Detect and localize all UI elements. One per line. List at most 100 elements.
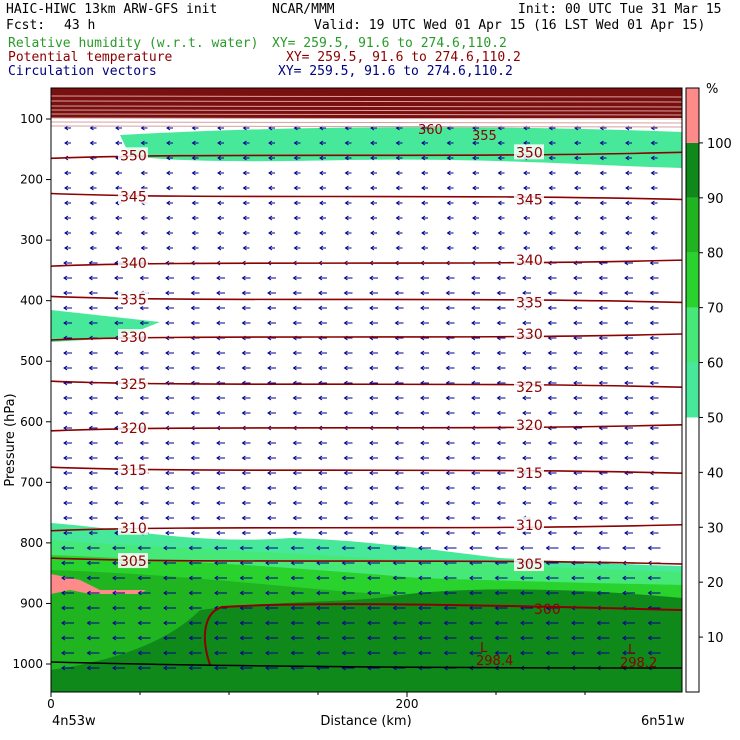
- vector-arrow: [165, 350, 174, 356]
- vector-arrow: [61, 620, 74, 626]
- vector-arrow: [343, 365, 353, 371]
- vector-arrow: [622, 650, 635, 656]
- vector-arrow: [137, 545, 151, 551]
- colorbar-swatch-60: [686, 307, 699, 363]
- vector-arrow: [574, 230, 581, 236]
- vector-arrow: [598, 500, 608, 506]
- vector-arrow: [421, 140, 428, 146]
- vector-arrow: [344, 245, 352, 251]
- vector-arrow: [89, 140, 97, 146]
- y-tick-label-700: 700: [20, 475, 43, 489]
- vector-arrow: [394, 500, 404, 506]
- vector-arrow: [418, 650, 431, 656]
- vector-arrow: [319, 140, 326, 146]
- vector-arrow: [420, 530, 429, 536]
- vector-arrow: [343, 500, 353, 506]
- vector-arrow: [520, 545, 533, 551]
- vector-arrow: [239, 665, 253, 671]
- vector-arrow: [265, 545, 278, 551]
- colorbar-label-90: 90: [707, 192, 724, 207]
- vector-arrow: [446, 215, 454, 221]
- vector-arrow: [573, 530, 582, 536]
- vector-arrow: [216, 365, 225, 371]
- vector-arrow: [188, 650, 202, 656]
- vector-arrow: [599, 140, 607, 146]
- vector-arrow: [367, 605, 380, 611]
- vector-arrow: [574, 200, 581, 206]
- vector-arrow: [112, 665, 125, 671]
- vector-arrow: [496, 410, 506, 416]
- contour-label-bg: [514, 556, 544, 572]
- vector-arrow: [369, 500, 378, 506]
- vector-arrow: [418, 635, 431, 641]
- vector-arrow: [318, 500, 327, 506]
- vector-arrow: [89, 170, 97, 176]
- vector-arrow: [165, 515, 174, 521]
- vector-arrow: [115, 170, 122, 176]
- vector-arrow: [624, 410, 633, 416]
- vector-arrow: [443, 620, 457, 626]
- vector-arrow: [598, 350, 608, 356]
- vector-arrow: [241, 320, 251, 326]
- vector-arrow: [418, 575, 431, 581]
- vector-arrow: [139, 455, 149, 461]
- vector-arrow: [545, 650, 559, 656]
- vector-arrow: [392, 605, 406, 611]
- vector-arrow: [241, 440, 251, 446]
- vector-arrow: [445, 470, 455, 476]
- vector-arrow: [63, 320, 72, 326]
- vector-arrow: [370, 185, 377, 191]
- vector-arrow: [163, 575, 176, 581]
- vector-arrow: [392, 590, 406, 596]
- vector-arrow: [650, 155, 658, 161]
- vector-arrow: [341, 650, 355, 656]
- vector-arrow: [188, 635, 202, 641]
- vector-arrow: [188, 620, 202, 626]
- vector-arrow: [472, 200, 479, 206]
- vector-arrow: [421, 170, 428, 176]
- vector-arrow: [599, 155, 607, 161]
- vector-arrow: [190, 320, 200, 326]
- vector-arrow: [63, 290, 72, 296]
- vector-arrow: [239, 620, 253, 626]
- contour-label-bg: [514, 294, 544, 310]
- vector-arrow: [395, 245, 403, 251]
- vector-arrow: [88, 500, 98, 506]
- vector-arrow: [267, 470, 276, 476]
- vector-arrow: [64, 185, 71, 191]
- contour-label-bg: [118, 329, 148, 344]
- vector-arrow: [369, 275, 378, 281]
- vector-arrow: [547, 410, 557, 416]
- vector-arrow: [522, 500, 531, 506]
- vector-arrow: [647, 620, 661, 626]
- vector-arrow: [112, 605, 125, 611]
- vector-arrow: [494, 650, 508, 656]
- vector-arrow: [471, 515, 480, 521]
- vector-arrow: [319, 245, 326, 251]
- vector-arrow: [494, 545, 508, 551]
- y-tick-label-300: 300: [20, 233, 43, 247]
- vector-arrow: [217, 155, 224, 161]
- vector-arrow: [395, 140, 403, 146]
- vector-arrow: [268, 155, 275, 161]
- vector-arrow: [496, 440, 506, 446]
- vector-arrow: [239, 650, 253, 656]
- vector-arrow: [268, 140, 275, 146]
- vector-arrow: [86, 575, 100, 581]
- vector-arrow: [496, 290, 506, 296]
- vector-arrow: [139, 410, 149, 416]
- vector-arrow: [64, 170, 71, 176]
- vector-arrow: [472, 215, 479, 221]
- vector-arrow: [599, 230, 607, 236]
- vector-arrow: [599, 245, 607, 251]
- vector-arrow: [496, 530, 506, 536]
- vector-arrow: [216, 485, 225, 491]
- vector-arrow: [392, 635, 406, 641]
- vector-arrow: [343, 455, 353, 461]
- vector-arrow: [421, 215, 428, 221]
- vector-arrow: [89, 125, 97, 131]
- vector-arrow: [267, 365, 276, 371]
- vector-arrow: [394, 410, 404, 416]
- vector-arrow: [114, 275, 123, 281]
